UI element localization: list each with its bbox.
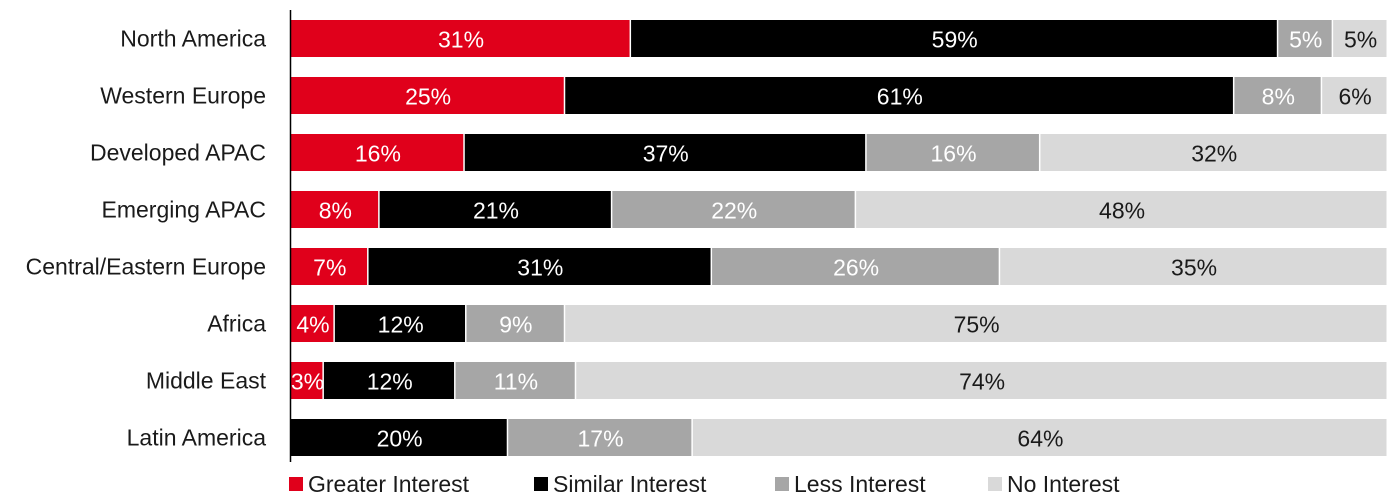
legend-label-less-interest: Less Interest [794,471,926,497]
legend-label-greater-interest: Greater Interest [308,471,470,497]
bar-developed-apac-similar-interest [464,134,866,171]
legend-swatch-greater-interest [289,477,303,491]
data-label-north-america-greater-interest: 31% [438,27,484,53]
data-label-middle-east-greater-interest: 3% [291,369,324,395]
bar-western-europe-less-interest [1234,77,1321,114]
legend: Greater Interest Similar Interest Less Int… [289,471,1120,497]
bar-africa-no-interest [565,305,1387,342]
data-label-central-eastern-europe-similar-interest: 31% [517,255,563,281]
data-label-latin-america-less-interest: 17% [578,426,624,452]
bar-central-eastern-europe-similar-interest [368,248,711,285]
category-label-central-eastern-europe: Central/Eastern Europe [26,254,266,280]
bar-emerging-apac-greater-interest [291,191,379,228]
data-label-africa-greater-interest: 4% [296,312,329,338]
bar-africa-greater-interest [291,305,334,342]
bar-emerging-apac-less-interest [612,191,855,228]
data-label-emerging-apac-similar-interest: 21% [473,198,519,224]
data-label-central-eastern-europe-less-interest: 26% [833,255,879,281]
category-label-north-america: North America [120,26,266,52]
bar-middle-east-similar-interest [323,362,455,399]
bar-emerging-apac-similar-interest [379,191,611,228]
bar-developed-apac-no-interest [1040,134,1387,171]
data-label-middle-east-no-interest: 74% [959,369,1005,395]
data-label-developed-apac-greater-interest: 16% [355,141,401,167]
data-label-western-europe-no-interest: 6% [1338,84,1371,110]
data-label-central-eastern-europe-greater-interest: 7% [313,255,346,281]
data-label-developed-apac-no-interest: 32% [1191,141,1237,167]
legend-item-similar-interest: Similar Interest [534,471,707,497]
bar-developed-apac-greater-interest [291,134,464,171]
data-label-western-europe-similar-interest: 61% [877,84,923,110]
bar-latin-america-similar-interest [291,419,507,456]
bar-middle-east-no-interest [576,362,1387,399]
bar-north-america-greater-interest [291,20,630,57]
data-label-africa-similar-interest: 12% [378,312,424,338]
data-label-north-america-similar-interest: 59% [932,27,978,53]
data-label-western-europe-greater-interest: 25% [405,84,451,110]
data-label-emerging-apac-greater-interest: 8% [319,198,352,224]
legend-label-similar-interest: Similar Interest [553,471,707,497]
data-label-emerging-apac-less-interest: 22% [711,198,757,224]
data-label-emerging-apac-no-interest: 48% [1099,198,1145,224]
data-label-western-europe-less-interest: 8% [1262,84,1295,110]
legend-item-less-interest: Less Interest [775,471,926,497]
bar-north-america-no-interest [1333,20,1387,57]
category-label-emerging-apac: Emerging APAC [102,197,266,223]
bar-central-eastern-europe-less-interest [712,248,999,285]
legend-item-greater-interest: Greater Interest [289,471,470,497]
data-label-africa-less-interest: 9% [499,312,532,338]
legend-swatch-similar-interest [534,477,548,491]
bar-north-america-similar-interest [631,20,1277,57]
category-labels: North America Western Europe Developed APA… [26,26,267,451]
legend-label-no-interest: No Interest [1007,471,1120,497]
bars-layer: 31% 59% 5% 5% 25% 61% 8% 6% 16% 37% 16% 32% 8% 21% 22%… [291,20,1387,456]
bar-central-eastern-europe-no-interest [1000,248,1387,285]
data-label-central-eastern-europe-no-interest: 35% [1171,255,1217,281]
data-label-middle-east-less-interest: 11% [494,369,538,395]
bar-developed-apac-less-interest [866,134,1039,171]
bar-middle-east-less-interest [455,362,575,399]
data-label-africa-no-interest: 75% [954,312,1000,338]
bar-africa-less-interest [466,305,564,342]
category-label-western-europe: Western Europe [100,83,266,109]
bar-emerging-apac-no-interest [856,191,1387,228]
data-label-middle-east-similar-interest: 12% [367,369,413,395]
legend-item-no-interest: No Interest [988,471,1120,497]
legend-swatch-no-interest [988,477,1002,491]
bar-latin-america-less-interest [508,419,692,456]
data-label-developed-apac-similar-interest: 37% [643,141,689,167]
bar-africa-similar-interest [334,305,466,342]
bar-middle-east-greater-interest [291,362,323,399]
category-label-developed-apac: Developed APAC [90,140,266,166]
legend-swatch-less-interest [775,477,789,491]
data-label-north-america-no-interest: 5% [1344,27,1377,53]
category-label-latin-america: Latin America [127,425,267,451]
bar-western-europe-greater-interest [291,77,564,114]
bar-western-europe-no-interest [1322,77,1387,114]
bar-central-eastern-europe-greater-interest [291,248,368,285]
bar-latin-america-no-interest [692,419,1387,456]
category-label-middle-east: Middle East [146,368,267,394]
bar-western-europe-similar-interest [565,77,1233,114]
data-label-developed-apac-less-interest: 16% [931,141,977,167]
data-label-north-america-less-interest: 5% [1289,27,1322,53]
data-label-latin-america-similar-interest: 20% [377,426,423,452]
category-label-africa: Africa [207,311,266,337]
bar-north-america-less-interest [1278,20,1332,57]
data-label-latin-america-no-interest: 64% [1017,426,1063,452]
